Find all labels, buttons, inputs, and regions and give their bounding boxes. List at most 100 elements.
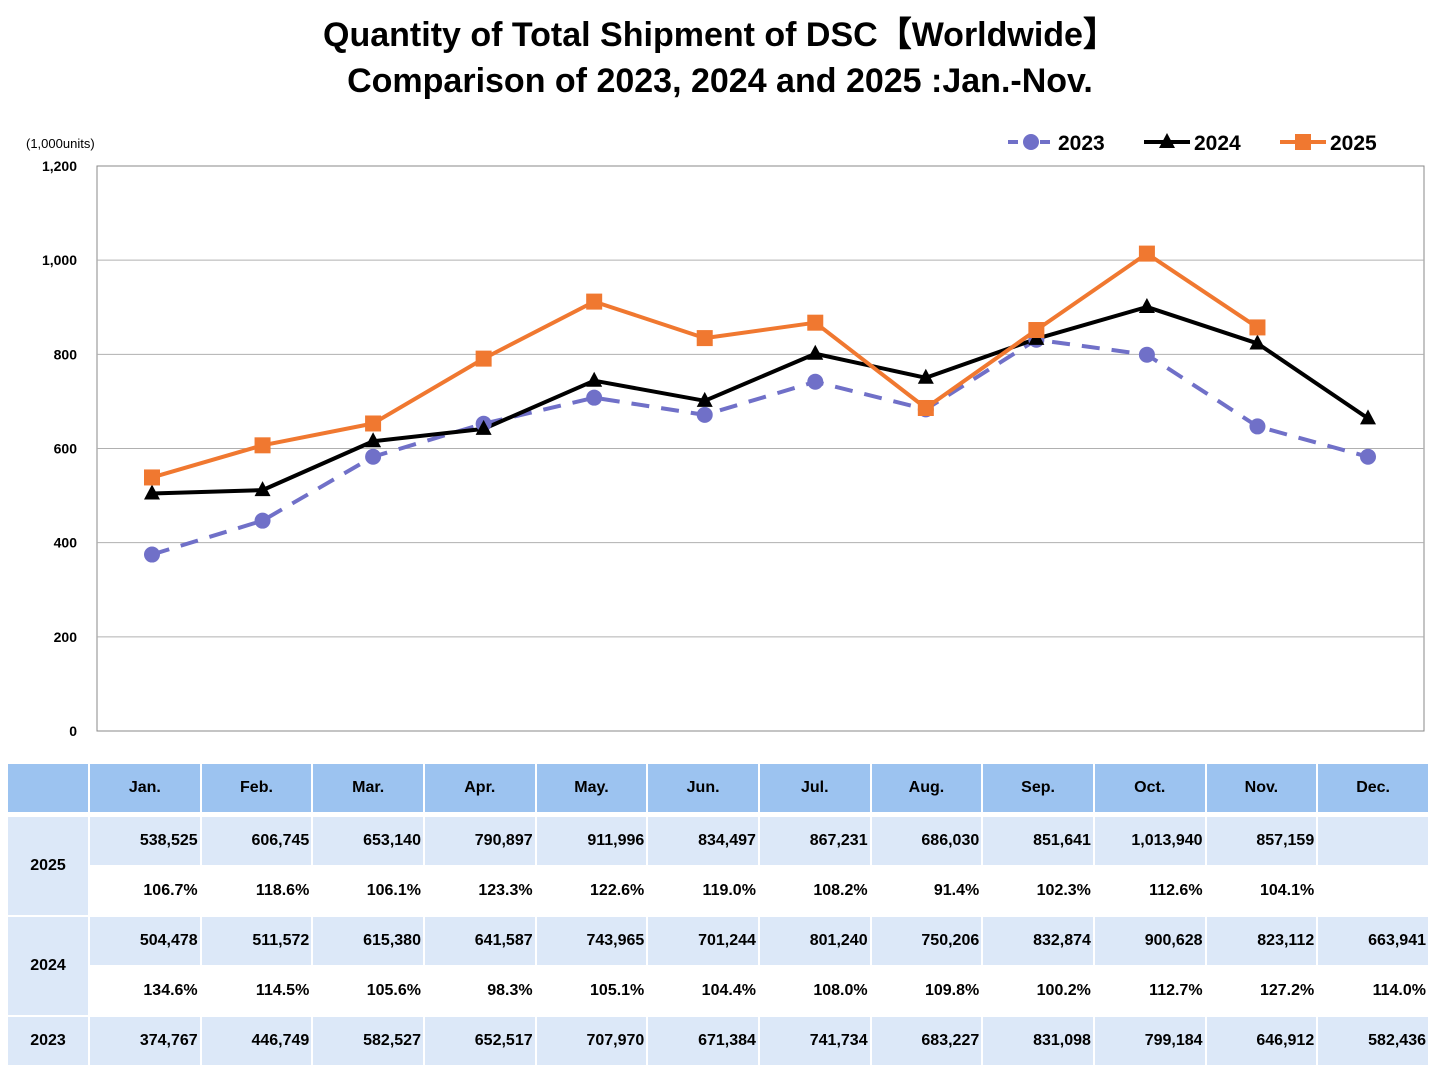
table-cell-value: 743,965 xyxy=(536,917,649,967)
column-header: Jul. xyxy=(759,764,872,814)
table-row: 2024 504,478 511,572 615,380 641,587 743,965 7… xyxy=(8,917,1430,1017)
column-header: Aug. xyxy=(871,764,984,814)
table-cell-value: 504,478 xyxy=(90,917,202,967)
table-cell-value: 582,436 xyxy=(1318,1017,1430,1067)
table-cell-ratio: 98.3% xyxy=(424,967,537,1017)
table-cell-ratio xyxy=(1318,867,1430,917)
table-cell-ratio: 100.2% xyxy=(983,967,1095,1017)
y-axis-label: (1,000units) xyxy=(26,136,95,151)
table-cell-ratio: 91.4% xyxy=(871,867,984,917)
table-cell-value: 867,231 xyxy=(759,817,872,867)
table-cell-ratio: 105.1% xyxy=(536,967,649,1017)
data-point-2024 xyxy=(1138,297,1155,313)
data-point-2023 xyxy=(1138,346,1155,363)
table-cell-value: 641,587 xyxy=(424,917,537,967)
table-cell-value: 615,380 xyxy=(313,917,425,967)
table-cell-ratio: 109.8% xyxy=(871,967,984,1017)
data-point-2025 xyxy=(144,469,160,486)
data-point-2025 xyxy=(1028,322,1045,339)
series-line-2024 xyxy=(151,304,1370,496)
table-cell-ratio: 108.0% xyxy=(759,967,872,1017)
legend-label-2025: 2025 xyxy=(1330,132,1377,155)
data-point-2024 xyxy=(807,344,824,360)
table-corner xyxy=(8,764,90,814)
data-point-2024 xyxy=(696,391,713,407)
data-point-2025 xyxy=(807,314,824,331)
table-cell-value: 701,244 xyxy=(648,917,760,967)
table-cell-value: 538,525 xyxy=(90,817,202,867)
data-point-2025 xyxy=(1295,134,1311,150)
table-cell-value: 1,013,940 xyxy=(1094,817,1207,867)
table-cell-value: 799,184 xyxy=(1094,1017,1207,1067)
row-label: 2025 xyxy=(8,817,90,917)
table-cell-value: 831,098 xyxy=(983,1017,1095,1067)
data-point-2023 xyxy=(1360,448,1376,465)
table-cell-value: 511,572 xyxy=(201,917,314,967)
y-tick-label: 600 xyxy=(54,441,78,457)
table-cell-value: 652,517 xyxy=(424,1017,537,1067)
table-cell-ratio: 102.3% xyxy=(983,867,1095,917)
data-point-2024 xyxy=(917,368,934,384)
column-header: Oct. xyxy=(1094,764,1207,814)
y-tick-label: 0 xyxy=(69,723,77,739)
data-point-2023 xyxy=(1023,134,1039,150)
data-point-2024 xyxy=(254,481,271,497)
title-line-2: Comparison of 2023, 2024 and 2025 :Jan.-… xyxy=(347,62,1093,100)
table-cell-value: 663,941 xyxy=(1318,917,1430,967)
data-point-2023 xyxy=(144,546,160,563)
table-row: 2025 538,525 606,745 653,140 790,897 911,996 8… xyxy=(8,817,1430,917)
data-point-2023 xyxy=(254,512,271,529)
table-cell-ratio: 112.6% xyxy=(1094,867,1207,917)
data-point-2025 xyxy=(365,415,382,432)
table-cell-value: 911,996 xyxy=(536,817,649,867)
column-header: Sep. xyxy=(983,764,1095,814)
data-table: Jan. Feb. Mar. Apr. May. Jun. Jul. Aug. Sep. Oct.… xyxy=(8,764,1430,1067)
table-cell-ratio: 108.2% xyxy=(759,867,872,917)
table-row: 2023 374,767 446,749 582,527 652,517 707,970 6… xyxy=(8,1017,1430,1067)
table-cell-value: 851,641 xyxy=(983,817,1095,867)
table-cell-value: 653,140 xyxy=(313,817,425,867)
data-point-2025 xyxy=(1138,245,1155,262)
data-point-2024 xyxy=(365,432,382,448)
title-line-1: Quantity of Total Shipment of DSC【Worldw… xyxy=(323,16,1117,54)
column-header: Nov. xyxy=(1206,764,1319,814)
column-header: Jun. xyxy=(648,764,760,814)
table-cell-value: 686,030 xyxy=(871,817,984,867)
table-cell-value: 857,159 xyxy=(1206,817,1319,867)
legend-label-2023: 2023 xyxy=(1058,132,1105,155)
data-point-2023 xyxy=(586,389,603,406)
table-row-ratio: 134.6% 114.5% 105.6% 98.3% 105.1% 104.4% 108.0… xyxy=(8,967,1430,1017)
column-header: Dec. xyxy=(1318,764,1430,814)
table-cell-ratio: 118.6% xyxy=(201,867,314,917)
table-cell-value: 646,912 xyxy=(1206,1017,1319,1067)
table-cell-value: 832,874 xyxy=(983,917,1095,967)
table-cell-ratio: 114.5% xyxy=(201,967,314,1017)
column-header: Feb. xyxy=(201,764,314,814)
data-point-2025 xyxy=(586,293,603,310)
y-tick-label: 200 xyxy=(54,629,78,645)
column-header: Apr. xyxy=(424,764,537,814)
table-cell-ratio: 104.4% xyxy=(648,967,760,1017)
table-cell-ratio: 122.6% xyxy=(536,867,649,917)
table-cell-ratio: 134.6% xyxy=(90,967,202,1017)
data-point-2024 xyxy=(1159,133,1175,148)
table-cell-value: 790,897 xyxy=(424,817,537,867)
table-cell-value: 834,497 xyxy=(648,817,760,867)
table-header-row: Jan. Feb. Mar. Apr. May. Jun. Jul. Aug. Sep. Oct.… xyxy=(8,764,1430,814)
table-cell-value: 446,749 xyxy=(201,1017,314,1067)
column-header: Jan. xyxy=(90,764,202,814)
table-cell-value: 671,384 xyxy=(648,1017,760,1067)
data-point-2025 xyxy=(1249,319,1266,336)
table-cell-ratio: 112.7% xyxy=(1094,967,1207,1017)
data-point-2023 xyxy=(365,448,382,465)
data-point-2024 xyxy=(1249,334,1266,350)
table-cell-value: 683,227 xyxy=(871,1017,984,1067)
y-tick-label: 1,200 xyxy=(42,158,77,174)
chart-title: Quantity of Total Shipment of DSC【Worldw… xyxy=(0,12,1440,104)
data-point-2024 xyxy=(586,371,603,387)
data-point-2025 xyxy=(475,350,492,367)
data-point-2025 xyxy=(696,330,713,347)
table-cell-value: 741,734 xyxy=(759,1017,872,1067)
y-tick-label: 800 xyxy=(54,346,78,362)
legend-label-2024: 2024 xyxy=(1194,132,1241,155)
